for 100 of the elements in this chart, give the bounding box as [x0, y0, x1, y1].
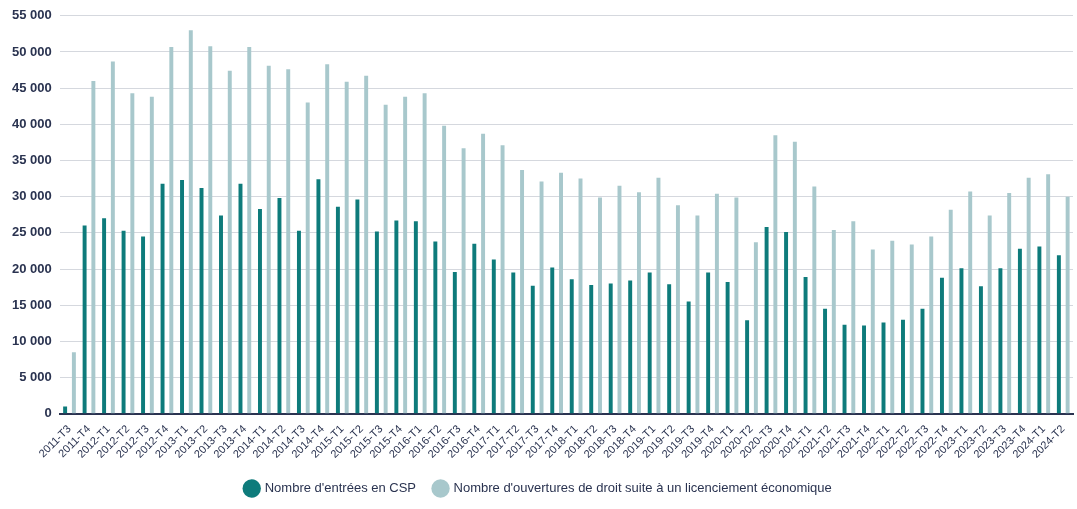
bar	[422, 93, 427, 414]
bar	[870, 249, 875, 414]
bar	[149, 96, 154, 414]
bar	[227, 70, 232, 414]
bar	[530, 285, 535, 414]
bar	[344, 81, 349, 414]
bar	[628, 280, 633, 414]
bar	[1046, 174, 1051, 414]
y-tick-label: 40 000	[12, 115, 52, 131]
bar	[452, 271, 457, 414]
bar	[968, 191, 973, 414]
bar	[1017, 248, 1022, 414]
bar	[695, 215, 700, 414]
bar	[374, 231, 379, 414]
bar	[851, 221, 856, 414]
y-tick-label: 35 000	[12, 152, 52, 168]
bar	[959, 268, 964, 414]
bar	[188, 30, 193, 414]
bar	[589, 284, 594, 414]
y-tick-label: 30 000	[12, 188, 52, 204]
bar	[823, 308, 828, 414]
bar	[208, 46, 213, 414]
bar	[110, 61, 115, 414]
bar	[102, 218, 107, 414]
bar	[559, 172, 563, 414]
bar	[901, 319, 905, 414]
bar	[355, 199, 360, 414]
bar	[803, 276, 808, 414]
bar	[647, 272, 652, 414]
y-tick-label: 15 000	[12, 296, 52, 312]
bar	[812, 186, 817, 414]
y-tick-label: 5 000	[19, 369, 52, 385]
bar	[258, 208, 262, 414]
bar	[160, 183, 165, 414]
y-tick-label: 10 000	[12, 332, 52, 348]
bar	[63, 406, 68, 414]
bar	[987, 215, 992, 414]
bar	[91, 80, 96, 414]
bar	[636, 192, 641, 414]
bar	[764, 227, 769, 414]
bar	[667, 284, 672, 414]
y-tick-label: 20 000	[12, 260, 52, 276]
bar	[706, 272, 711, 414]
bar	[656, 177, 661, 414]
bar	[413, 221, 418, 414]
bar	[550, 267, 555, 414]
bar	[394, 220, 399, 414]
bar	[569, 279, 574, 414]
bar	[266, 65, 271, 414]
bar	[286, 69, 291, 414]
bar	[511, 272, 516, 414]
bar	[948, 209, 953, 414]
bar	[180, 180, 185, 414]
bar	[675, 205, 680, 414]
bar	[520, 169, 525, 414]
bar	[608, 283, 613, 414]
bar	[862, 325, 866, 414]
bar	[978, 286, 983, 414]
bar	[734, 197, 739, 414]
bar	[82, 225, 87, 414]
bar	[247, 46, 252, 414]
bar	[598, 197, 602, 414]
bar	[141, 236, 146, 414]
bar	[745, 320, 750, 414]
bar	[773, 135, 778, 414]
y-tick-label: 55 000	[12, 7, 52, 23]
bar	[472, 243, 477, 414]
bar	[403, 96, 408, 414]
bar	[842, 324, 847, 414]
bar	[219, 215, 223, 414]
bar	[305, 102, 310, 414]
bar	[325, 64, 330, 414]
bar	[1026, 177, 1031, 414]
y-tick-label: 25 000	[12, 224, 52, 240]
bar	[929, 236, 934, 414]
bar	[130, 93, 135, 414]
bar	[909, 244, 914, 414]
bar	[277, 198, 282, 414]
bar	[998, 268, 1003, 414]
bar	[753, 242, 758, 414]
bar	[784, 232, 789, 414]
bar	[335, 206, 340, 414]
bar	[491, 259, 496, 414]
bar	[121, 230, 126, 414]
y-tick-label: 45 000	[12, 79, 52, 95]
legend-label: Nombre d'ouvertures de droit suite à un licenciement économique	[453, 480, 832, 496]
y-tick-label: 0	[44, 405, 52, 421]
bar	[1056, 255, 1061, 414]
bar	[71, 352, 76, 414]
bar	[1065, 196, 1070, 414]
y-tick-label: 50 000	[12, 43, 52, 59]
bar	[364, 75, 369, 414]
bar	[890, 240, 895, 414]
legend-label: Nombre d'entrées en CSP	[264, 480, 417, 496]
bar	[725, 282, 730, 414]
bar	[714, 193, 719, 414]
bar	[539, 181, 544, 414]
bar	[481, 133, 486, 414]
bar	[1037, 246, 1042, 414]
bar	[316, 179, 321, 414]
